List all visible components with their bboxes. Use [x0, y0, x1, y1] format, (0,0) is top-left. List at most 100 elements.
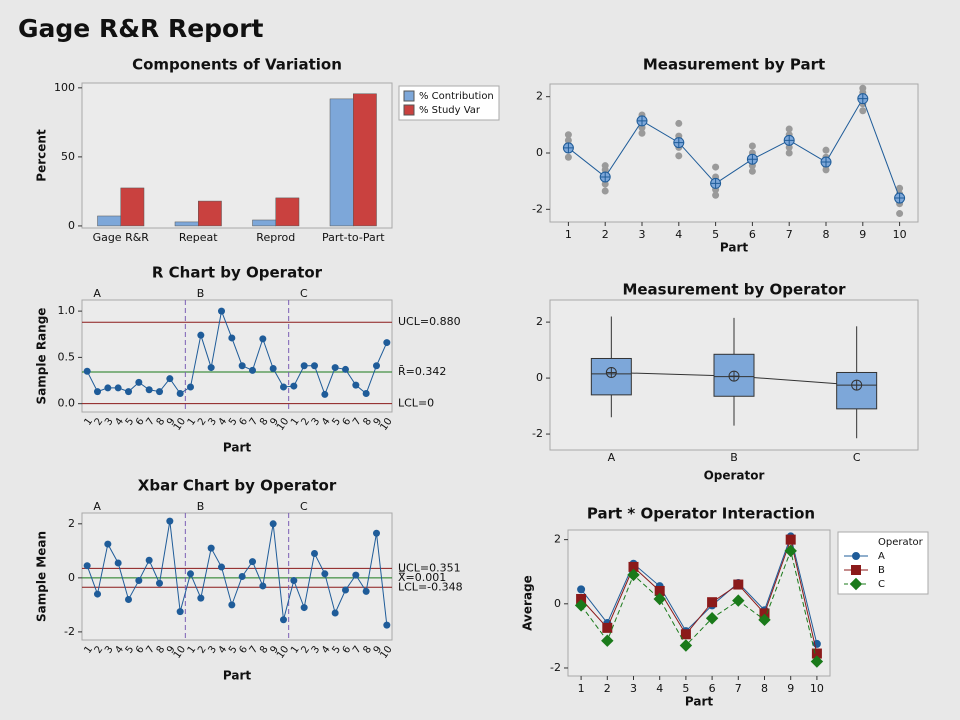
point [331, 609, 339, 617]
bar [198, 200, 222, 227]
mean-cross [851, 380, 862, 391]
group-label: A [93, 500, 101, 513]
series-line [293, 342, 388, 396]
point [104, 384, 112, 392]
bar [329, 98, 354, 227]
x-tick-label: 6 [237, 416, 250, 428]
point [896, 210, 904, 218]
point [207, 544, 215, 552]
x-tick-label: 5 [330, 644, 343, 656]
x-tick-label: 7 [351, 644, 364, 656]
mean-cross [637, 115, 647, 126]
point [166, 375, 174, 383]
x-tick-label: 6 [134, 644, 147, 656]
x-tick-label: 5 [712, 228, 719, 241]
point [207, 364, 215, 372]
point [228, 601, 236, 609]
x-tick-label: 1 [82, 416, 95, 428]
point [83, 367, 91, 375]
x-tick-label: 9 [165, 416, 178, 428]
x-tick-label: 3 [103, 644, 116, 656]
x-tick-label: 7 [735, 682, 742, 695]
point [321, 390, 329, 398]
control-label: UCL=0.351 [398, 561, 461, 574]
marker [601, 634, 614, 647]
x-tick-label: 1 [289, 644, 302, 656]
control-label: LCL=-0.348 [398, 580, 463, 593]
chart-title: Xbar Chart by Operator [138, 477, 337, 495]
point [218, 563, 225, 571]
x-tick-label: 2 [602, 228, 609, 241]
x-tick-label: Gage R&R [93, 231, 150, 244]
y-tick-label: -2 [532, 427, 543, 440]
point [342, 365, 349, 373]
point [259, 335, 267, 343]
point [114, 384, 122, 392]
x-tick-label: 2 [299, 416, 312, 428]
marker [679, 639, 693, 652]
y-tick-label: 1.0 [58, 304, 76, 317]
y-axis-label: Percent [35, 129, 49, 182]
marker [852, 552, 860, 560]
control-label: R̄=0.342 [398, 365, 446, 378]
point [259, 582, 267, 590]
x-tick-label: 7 [786, 228, 793, 241]
control-label: UCL=0.880 [398, 315, 461, 328]
marker [602, 622, 613, 633]
x-tick-label: 9 [268, 416, 281, 428]
x-tick-label: 10 [810, 682, 824, 695]
x-tick-label: 8 [823, 228, 830, 241]
x-tick-label: 9 [372, 644, 385, 656]
point [238, 362, 246, 370]
point [601, 166, 609, 174]
x-tick-label: 8 [258, 416, 271, 428]
x-tick-label: 6 [237, 644, 250, 656]
point [145, 556, 153, 564]
series-line [293, 533, 388, 626]
x-tick-label: 6 [341, 416, 354, 428]
x-tick-label: 4 [217, 416, 230, 428]
x-tick-label: 4 [675, 228, 682, 241]
y-axis-label: Sample Mean [35, 531, 49, 622]
point [373, 362, 380, 370]
mean-cross [894, 193, 905, 204]
x-tick-label: 3 [639, 228, 646, 241]
mean-cross [710, 178, 721, 189]
point [83, 562, 91, 570]
point [712, 191, 720, 199]
y-tick-label: 0 [536, 371, 543, 384]
point [785, 149, 793, 157]
group-label: B [197, 500, 205, 513]
x-tick-label: 9 [859, 228, 866, 241]
x-tick-label: 7 [248, 644, 261, 656]
point [601, 180, 609, 188]
legend-swatch [403, 90, 415, 102]
series-line [86, 521, 181, 612]
x-tick-label: 2 [604, 682, 611, 695]
point [712, 163, 720, 171]
y-tick-label: 0 [536, 146, 543, 159]
x-tick-label: 6 [341, 644, 354, 656]
point [166, 517, 174, 525]
x-tick-label: 5 [227, 644, 240, 656]
x-tick-label: 4 [320, 644, 333, 656]
y-tick-label: 0 [554, 597, 561, 610]
x-tick-label: 1 [186, 644, 199, 656]
point [269, 364, 277, 372]
point [135, 577, 143, 585]
mean-cross [784, 135, 795, 146]
x-tick-label: 3 [630, 682, 637, 695]
point [125, 388, 132, 396]
point [94, 590, 101, 598]
legend-label: C [878, 579, 885, 590]
connector [283, 580, 295, 620]
chart-title: Part * Operator Interaction [587, 505, 815, 523]
x-tick-label: 5 [124, 416, 137, 428]
point [114, 559, 122, 567]
mean-line [568, 97, 901, 199]
point [218, 307, 225, 315]
x-tick-label: 8 [361, 416, 374, 428]
mean-cross [821, 157, 831, 168]
x-tick-label: 3 [103, 416, 116, 428]
x-tick-label: 1 [565, 228, 572, 241]
